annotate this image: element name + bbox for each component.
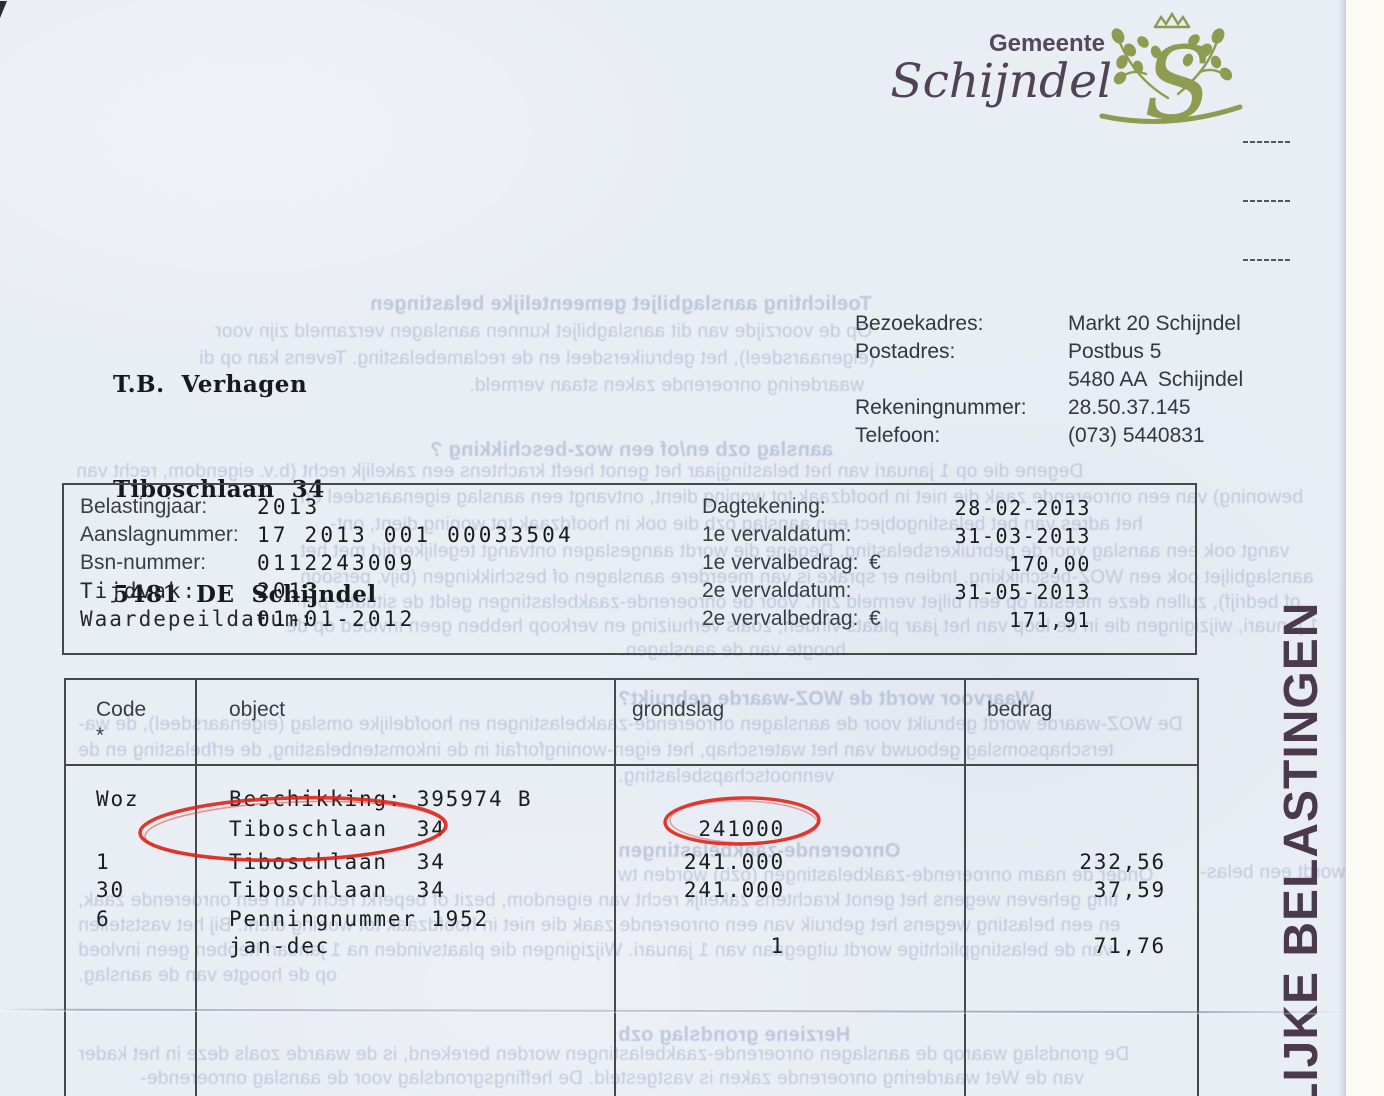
contact-label: Rekeningnummer:: [855, 396, 1027, 419]
logo-gemeente-text: Gemeente: [988, 30, 1105, 57]
header-divider: [66, 764, 1197, 766]
cell-grondslag: 241.000: [683, 878, 785, 902]
scan-corner-mark: [0, 1, 7, 18]
cell-code: 1: [96, 850, 111, 874]
contact-label: Postadres:: [855, 340, 956, 363]
field-value: 0112243009: [257, 551, 416, 575]
contact-row: 5480 AA Schijndel: [855, 368, 1243, 396]
fold-mark: [1243, 141, 1291, 143]
cell-object: Beschikking: 395974 B: [229, 787, 533, 811]
specification-table: Code * object grondslag bedrag Woz Besch…: [64, 678, 1199, 1096]
euro-sign: €: [869, 607, 881, 630]
cell-bedrag: 37,59: [1093, 878, 1166, 902]
field-label: 2e vervaldatum:: [702, 579, 852, 602]
column-header-grondslag: grondslag: [632, 698, 725, 721]
municipality-tree-logo-icon: S: [1099, 12, 1243, 137]
ghost-line: aanslag ozb en/of een woz-beschikking ?: [430, 439, 833, 461]
field-label: Waardepeildatum:: [80, 607, 315, 631]
field-label: 2e vervalbedrag:: [702, 607, 859, 630]
field-value: 171,91: [1009, 608, 1091, 632]
field-value: 2013: [257, 579, 321, 603]
column-divider: [614, 680, 616, 1096]
contact-value: Markt 20 Schijndel: [1068, 312, 1241, 335]
field-value: 31-03-2013: [954, 524, 1091, 548]
field-value: 170,00: [1009, 552, 1091, 576]
recipient-city: 5481 DE Schijndel: [113, 581, 377, 608]
contact-label: Telefoon:: [855, 424, 941, 447]
field-value: 2013: [257, 495, 321, 519]
contact-row: Bezoekadres: Markt 20 Schijndel: [855, 312, 1241, 340]
fold-mark: [1243, 259, 1291, 261]
cell-object: Tiboschlaan 34: [229, 878, 446, 902]
contact-value: 28.50.37.145: [1068, 396, 1191, 419]
municipality-contact-block: Bezoekadres: Markt 20 Schijndel Postadre…: [855, 312, 1243, 452]
field-value: 31-05-2013: [954, 580, 1091, 604]
column-header-bedrag: bedrag: [987, 698, 1053, 721]
recipient-address-block: T.B. Verhagen Tiboschlaan 34 5481 DE Sch…: [113, 297, 377, 682]
fold-mark: [1243, 200, 1291, 202]
cell-code: 6: [96, 907, 111, 931]
contact-value: (073) 5440831: [1068, 424, 1205, 447]
field-label: 1e vervaldatum:: [702, 523, 852, 546]
cell-code: Woz: [96, 787, 140, 811]
column-divider: [195, 680, 197, 1096]
cell-code: 30: [96, 878, 125, 902]
column-header-code-note: *: [96, 724, 105, 747]
ghost-line: Toelichting aanslagbiljet gemeentelijke …: [370, 293, 872, 315]
field-label: Belastingjaar:: [80, 495, 208, 518]
recipient-street: Tiboschlaan 34: [113, 476, 325, 503]
contact-row: Rekeningnummer: 28.50.37.145: [855, 396, 1191, 424]
cell-object: Tiboschlaan 34: [229, 817, 446, 841]
cell-grondslag: 1: [770, 934, 785, 958]
column-header-code: Code: [96, 698, 147, 721]
column-divider: [964, 680, 966, 1096]
field-label: Tijdvak:: [80, 579, 198, 603]
recipient-name: T.B. Verhagen: [113, 371, 308, 398]
contact-value: Postbus 5: [1068, 340, 1162, 363]
field-label: Bsn-nummer:: [80, 551, 207, 574]
field-label: 1e vervalbedrag:: [702, 551, 859, 574]
field-label: Aanslagnummer:: [80, 523, 239, 546]
field-label: Dagtekening:: [702, 495, 826, 518]
field-value: 01-01-2012: [257, 607, 416, 631]
ghost-line: waardering onroerende zaken staan vermel…: [469, 375, 864, 396]
cell-object: Penningnummer 1952: [229, 907, 489, 931]
contact-label: Bezoekadres:: [855, 312, 984, 335]
scanner-background-strip: [1346, 0, 1384, 1096]
contact-value: 5480 AA Schijndel: [1068, 368, 1244, 391]
cell-object: jan-dec: [229, 934, 331, 958]
logo-municipality-name: Schijndel: [890, 54, 1112, 109]
assessment-summary-box: Belastingjaar: 2013 Aanslagnummer: 17 20…: [62, 483, 1197, 655]
column-header-object: object: [229, 698, 286, 721]
vertical-banner-belastingen: LIJKE BELASTINGEN: [1275, 601, 1328, 1096]
contact-row: Telefoon: (073) 5440831: [855, 424, 1205, 452]
cell-bedrag: 232,56: [1079, 850, 1166, 874]
contact-row: Postadres: Postbus 5: [855, 340, 1161, 368]
field-value: 28-02-2013: [954, 496, 1091, 520]
paper-edge-shadow: [1338, 0, 1348, 1096]
field-value: 17 2013 001 00033504: [257, 523, 574, 547]
cell-grondslag: 241.000: [683, 850, 785, 874]
cell-bedrag: 71,76: [1093, 934, 1166, 958]
euro-sign: €: [869, 551, 881, 574]
cell-grondslag: 241000: [698, 817, 785, 841]
cell-object: Tiboschlaan 34: [229, 850, 446, 874]
